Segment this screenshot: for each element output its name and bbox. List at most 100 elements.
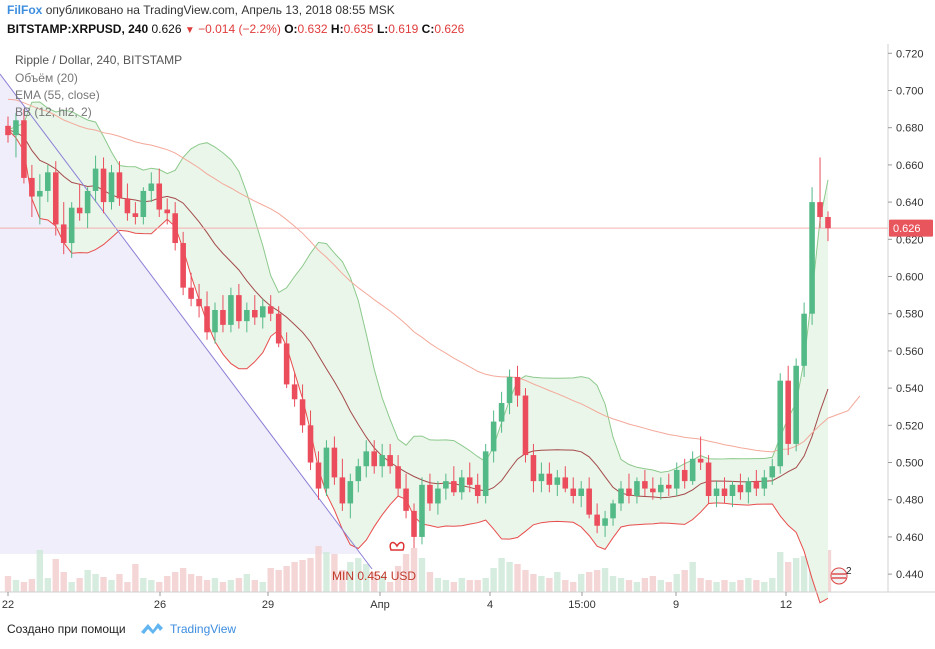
- volume-bar: [729, 582, 736, 592]
- candle-body: [411, 510, 417, 537]
- candle-body: [514, 376, 521, 396]
- price-tick-label: 0.480: [896, 495, 924, 507]
- candle-body: [801, 313, 807, 366]
- publisher-name[interactable]: FilFox: [7, 3, 43, 17]
- price-tick-label: 0.680: [896, 123, 924, 135]
- price-tick-label: 0.620: [896, 234, 924, 246]
- volume-bar: [378, 576, 386, 592]
- volume-bar: [514, 564, 521, 592]
- volume-bar: [235, 578, 243, 592]
- down-arrow-icon: ▼: [184, 25, 195, 36]
- candle-body: [705, 462, 712, 496]
- price-change: −0.014 (−2.2%): [198, 22, 281, 36]
- notification-count: 2: [846, 566, 852, 577]
- candle-body: [21, 120, 27, 178]
- volume-bar: [753, 580, 760, 592]
- chart-header: FilFox опубликовано на TradingView.com, …: [0, 0, 935, 44]
- candle-body: [299, 399, 306, 426]
- volume-bar: [665, 582, 672, 592]
- candle-body: [761, 477, 768, 489]
- last-price: 0.626: [151, 22, 182, 36]
- volume-bar: [402, 554, 410, 592]
- volume-bar: [609, 576, 617, 592]
- volume-bar: [100, 577, 107, 592]
- price-tick-label: 0.500: [896, 458, 924, 470]
- volume-bar: [68, 582, 75, 592]
- volume-bar: [522, 570, 529, 592]
- volume-bar: [458, 578, 465, 592]
- volume-bar: [490, 568, 497, 592]
- candle-body: [244, 309, 250, 322]
- time-axis[interactable]: 22 26 29 Апр 4 15:00 9 12: [2, 592, 792, 611]
- volume-bar: [275, 570, 282, 592]
- volume-bar: [44, 578, 51, 592]
- volume-bar: [721, 580, 728, 592]
- legend-bollinger[interactable]: BB (12, hl2, 2): [15, 105, 92, 119]
- volume-bar: [657, 580, 664, 592]
- candle-body: [267, 306, 274, 314]
- legend-ema[interactable]: EMA (55, close): [15, 88, 100, 102]
- volume-bar: [4, 576, 12, 592]
- candle-body: [658, 484, 664, 493]
- candle-body: [482, 451, 489, 496]
- volume-bar: [593, 570, 601, 592]
- candle-body: [315, 462, 322, 489]
- tradingview-link[interactable]: TradingView: [170, 622, 237, 636]
- volume-bar: [195, 576, 203, 592]
- volume-bar: [259, 582, 266, 592]
- volume-bar: [769, 578, 776, 592]
- time-tick-label: 29: [262, 599, 274, 611]
- candle-body: [60, 224, 67, 244]
- volume-bar: [307, 558, 314, 592]
- candle-body: [363, 451, 370, 467]
- created-with-text: Создано при помощи: [7, 622, 126, 636]
- candle-body: [498, 402, 505, 422]
- candle-body: [236, 295, 242, 322]
- volume-bar: [124, 582, 131, 592]
- candle-body: [825, 216, 831, 229]
- volume-bar: [347, 562, 354, 592]
- candle-body: [729, 484, 736, 496]
- price-tick-label: 0.600: [896, 272, 924, 284]
- candle-body: [713, 488, 720, 496]
- volume-bar: [474, 580, 481, 592]
- candle-body: [124, 198, 131, 214]
- candle-body: [347, 481, 354, 504]
- volume-bar: [625, 580, 633, 592]
- volume-bar: [546, 578, 553, 592]
- candle-body: [307, 425, 314, 463]
- trendline[interactable]: [0, 73, 373, 570]
- volume-bar: [331, 554, 338, 592]
- close-label: C:: [421, 22, 435, 36]
- volume-bar: [482, 578, 489, 592]
- price-tick-label: 0.460: [896, 532, 924, 544]
- volume-bar: [355, 558, 362, 592]
- candle-body: [610, 503, 616, 519]
- volume-bar: [737, 580, 744, 592]
- candle-body: [538, 473, 545, 482]
- candle-body: [371, 451, 377, 467]
- candle-body: [204, 306, 210, 333]
- volume-bar: [283, 566, 290, 592]
- candle-body: [697, 458, 704, 463]
- candle-body: [634, 481, 640, 496]
- volume-bar: [578, 574, 585, 592]
- min-price-label: MIN 0.454 USD: [332, 569, 416, 583]
- time-tick-label: 26: [154, 599, 166, 611]
- legend-volume[interactable]: Объём (20): [15, 71, 78, 85]
- open-value: 0.632: [297, 22, 328, 36]
- volume-bar: [745, 578, 752, 592]
- volume-bar: [466, 580, 473, 592]
- candle-body: [252, 309, 258, 318]
- volume-bar: [164, 576, 171, 592]
- candle-body: [108, 172, 115, 203]
- price-axis[interactable]: 0.720 0.700 0.680 0.660 0.640 0.620 0.600 0.580…: [888, 48, 924, 581]
- tradingview-logo-icon[interactable]: [140, 619, 164, 637]
- notification-badge[interactable]: 2: [830, 566, 852, 585]
- candle-body: [459, 477, 465, 493]
- candle-body: [626, 488, 632, 496]
- price-chart[interactable]: 0.720 0.700 0.680 0.660 0.640 0.620 0.600 0.580…: [0, 44, 935, 614]
- candle-body: [172, 213, 178, 244]
- ema-line: [7, 98, 861, 453]
- candle-body: [769, 466, 776, 478]
